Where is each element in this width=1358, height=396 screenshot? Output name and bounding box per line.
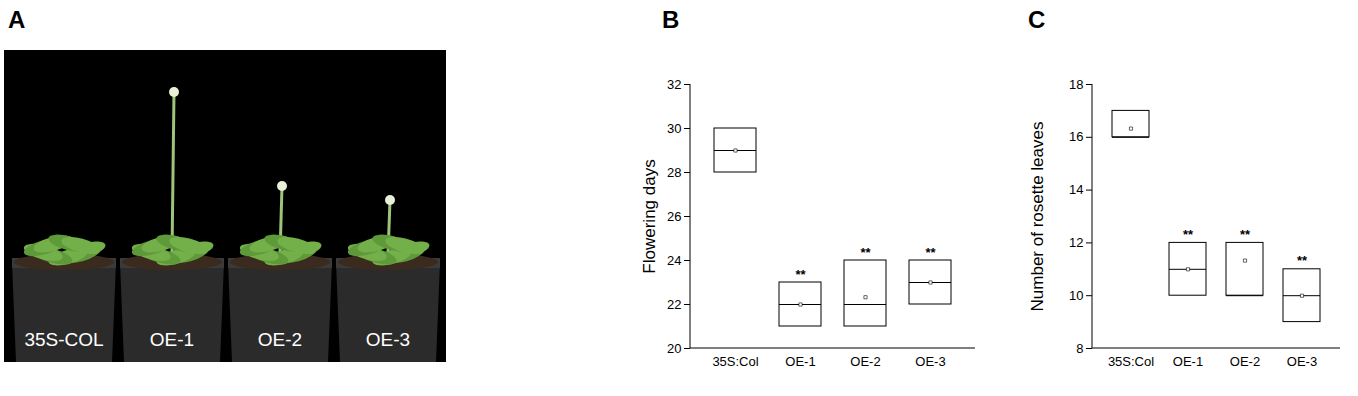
svg-text:**: ** (795, 267, 806, 282)
svg-text:12: 12 (1069, 235, 1083, 250)
svg-text:30: 30 (667, 121, 681, 136)
svg-text:32: 32 (667, 77, 681, 92)
html-text:B: B (662, 6, 680, 33)
svg-text:18: 18 (1069, 77, 1083, 92)
svg-text:OE-1: OE-1 (1173, 354, 1203, 369)
svg-text:35S:Col: 35S:Col (1108, 354, 1154, 369)
svg-text:**: ** (1240, 227, 1251, 242)
svg-text:OE-1: OE-1 (785, 354, 815, 369)
svg-text:26: 26 (667, 209, 681, 224)
svg-text:22: 22 (667, 297, 681, 312)
svg-text:OE-2: OE-2 (258, 329, 302, 350)
svg-text:OE-1: OE-1 (150, 329, 194, 350)
svg-text:35S-COL: 35S-COL (24, 329, 103, 350)
svg-text:**: ** (860, 245, 871, 260)
svg-text:**: ** (925, 245, 936, 260)
svg-text:Number of rosette leaves: Number of rosette leaves (1028, 122, 1047, 312)
svg-text:16: 16 (1069, 129, 1083, 144)
svg-text:OE-2: OE-2 (1230, 354, 1260, 369)
svg-text:**: ** (1297, 253, 1308, 268)
svg-text:**: ** (1183, 227, 1194, 242)
svg-text:Flowering days: Flowering days (640, 159, 659, 273)
svg-text:OE-3: OE-3 (366, 329, 410, 350)
svg-text:35S:Col: 35S:Col (712, 354, 758, 369)
svg-text:8: 8 (1076, 341, 1083, 356)
html-text:A: A (8, 6, 26, 33)
svg-text:10: 10 (1069, 288, 1083, 303)
svg-text:24: 24 (667, 253, 681, 268)
html-text:C: C (1028, 6, 1046, 33)
svg-text:14: 14 (1069, 182, 1083, 197)
svg-text:OE-3: OE-3 (1287, 354, 1317, 369)
svg-text:28: 28 (667, 165, 681, 180)
svg-text:OE-2: OE-2 (850, 354, 880, 369)
svg-text:20: 20 (667, 341, 681, 356)
svg-text:OE-3: OE-3 (915, 354, 945, 369)
